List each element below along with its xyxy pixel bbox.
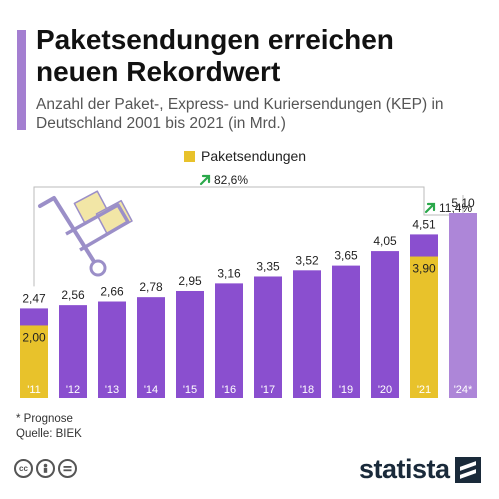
bracket-forecast bbox=[423, 195, 464, 216]
person-icon[interactable] bbox=[36, 459, 55, 478]
value-label-9: 4,05 bbox=[373, 234, 397, 248]
category-label-6: '17 bbox=[261, 384, 275, 396]
growth-brackets: 82,6% 11,4% bbox=[33, 173, 472, 287]
forecast-note: * Prognose bbox=[16, 413, 73, 425]
paket-value-label-10: 3,90 bbox=[412, 262, 436, 276]
value-label-6: 3,35 bbox=[256, 259, 280, 273]
arrow-up-icon bbox=[199, 174, 211, 186]
bar-total-3 bbox=[137, 297, 165, 398]
bar-total-9 bbox=[371, 251, 399, 398]
bar-total-5 bbox=[215, 283, 243, 398]
category-label-9: '20 bbox=[378, 384, 392, 396]
bar-total-4 bbox=[176, 290, 204, 398]
bar-total-8 bbox=[332, 265, 360, 398]
legend-swatch-paket bbox=[184, 150, 195, 162]
category-label-11: '24* bbox=[454, 384, 473, 396]
value-label-10: 4,51 bbox=[412, 217, 436, 231]
value-label-7: 3,52 bbox=[295, 253, 319, 267]
value-label-11: 5,10 bbox=[451, 196, 475, 210]
value-label-5: 3,16 bbox=[217, 266, 241, 280]
legend-label-paket: Paketsendungen bbox=[201, 148, 307, 164]
license-icons: cc bbox=[14, 459, 77, 478]
value-label-0: 2,47 bbox=[22, 291, 46, 305]
value-label-4: 2,95 bbox=[178, 274, 202, 288]
bar-total-1 bbox=[59, 305, 87, 398]
bar-total-7 bbox=[293, 270, 321, 398]
bar-total-6 bbox=[254, 276, 282, 398]
value-label-3: 2,78 bbox=[139, 280, 163, 294]
value-label-8: 3,65 bbox=[334, 249, 358, 263]
page-title: Paketsendungen erreichen neuen Rekordwer… bbox=[36, 24, 394, 87]
category-label-8: '19 bbox=[339, 384, 353, 396]
category-label-5: '16 bbox=[222, 384, 236, 396]
source-note: Quelle: BIEK bbox=[16, 428, 82, 440]
paket-value-label-0: 2,00 bbox=[22, 330, 46, 344]
cc-icon[interactable]: cc bbox=[14, 459, 33, 478]
accent-bar bbox=[17, 30, 26, 130]
bar-paket-10 bbox=[410, 256, 438, 398]
value-label-2: 2,66 bbox=[100, 285, 124, 299]
bar-paket-0 bbox=[20, 325, 48, 398]
category-label-2: '13 bbox=[105, 384, 119, 396]
value-label-1: 2,56 bbox=[61, 288, 85, 302]
legend: Paketsendungen bbox=[184, 148, 306, 164]
brand-name: statista bbox=[359, 454, 450, 484]
category-label-4: '15 bbox=[183, 384, 197, 396]
bar-total-2 bbox=[98, 301, 126, 398]
category-label-0: '11 bbox=[27, 384, 41, 396]
category-label-10: '21 bbox=[417, 384, 431, 396]
category-label-3: '14 bbox=[144, 384, 158, 396]
delivery-cart-icon bbox=[38, 190, 133, 277]
growth-label-forecast: 11,4% bbox=[439, 201, 472, 215]
bar-total-11 bbox=[449, 213, 477, 398]
statista-logo-icon bbox=[454, 456, 481, 483]
category-label-1: '12 bbox=[66, 384, 80, 396]
footnote: * Prognose Quelle: BIEK bbox=[16, 412, 82, 442]
arrow-up-icon bbox=[424, 202, 436, 214]
bracket-long bbox=[33, 186, 425, 287]
statista-logo[interactable]: statista bbox=[359, 454, 481, 485]
growth-label-long: 82,6% bbox=[214, 173, 248, 187]
page-subtitle: Anzahl der Paket-, Express- und Kurierse… bbox=[36, 96, 444, 132]
equals-icon[interactable] bbox=[58, 459, 77, 478]
category-label-7: '18 bbox=[300, 384, 314, 396]
